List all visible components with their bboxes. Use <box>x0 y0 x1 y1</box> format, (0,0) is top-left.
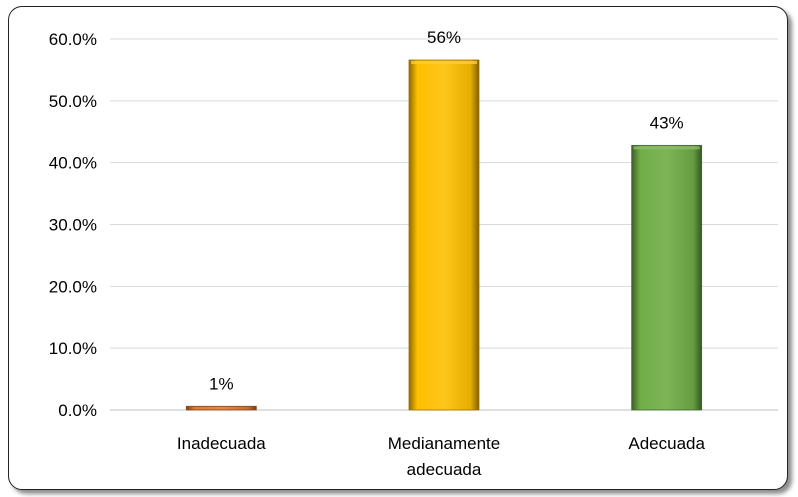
y-tick-label: 20.0% <box>49 277 97 296</box>
bar <box>185 405 257 411</box>
category-label: Medianamente <box>388 434 500 453</box>
bar-highlight <box>411 61 477 65</box>
bar <box>631 144 703 411</box>
y-tick-label: 50.0% <box>49 92 97 111</box>
category-label: Inadecuada <box>177 434 266 453</box>
data-label: 43% <box>650 113 684 132</box>
bar <box>408 59 480 411</box>
y-tick-label: 30.0% <box>49 216 97 235</box>
bar-highlight <box>633 146 700 150</box>
y-tick-label: 60.0% <box>49 30 97 49</box>
category-label: adecuada <box>407 460 482 479</box>
data-label: 1% <box>209 374 234 393</box>
data-label: 56% <box>427 28 461 47</box>
y-tick-label: 0.0% <box>58 401 97 420</box>
y-tick-label: 10.0% <box>49 339 97 358</box>
y-tick-label: 40.0% <box>49 154 97 173</box>
category-label: Adecuada <box>628 434 705 453</box>
